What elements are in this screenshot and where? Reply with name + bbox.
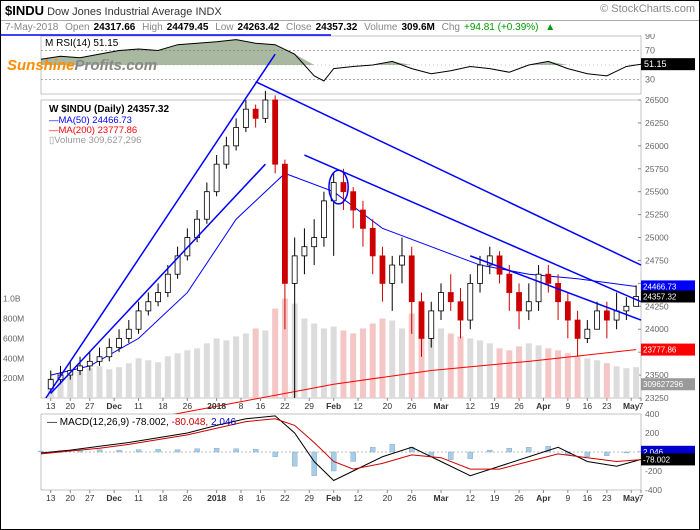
header-row1: $INDU Dow Jones Industrial Average INDX … bbox=[1, 1, 699, 21]
svg-text:Mar: Mar bbox=[433, 401, 449, 411]
ticker-name: Dow Jones Industrial Average bbox=[47, 6, 192, 18]
svg-text:9: 9 bbox=[565, 401, 570, 411]
svg-text:25750: 25750 bbox=[645, 164, 669, 174]
svg-text:400: 400 bbox=[645, 409, 659, 419]
svg-text:7: 7 bbox=[639, 493, 644, 503]
svg-text:12: 12 bbox=[353, 493, 363, 503]
svg-text:26: 26 bbox=[407, 493, 417, 503]
svg-text:16: 16 bbox=[583, 493, 593, 503]
svg-text:Dec: Dec bbox=[106, 401, 122, 411]
credit-text: © StockCharts.com bbox=[600, 3, 695, 15]
svg-text:Apr: Apr bbox=[536, 401, 551, 411]
svg-text:16: 16 bbox=[256, 493, 266, 503]
svg-text:24750: 24750 bbox=[645, 255, 669, 265]
svg-text:Apr: Apr bbox=[536, 493, 551, 503]
svg-text:600M: 600M bbox=[3, 333, 24, 343]
svg-text:13: 13 bbox=[46, 401, 56, 411]
chart-svg: 3050709051.15M RSI(14) 51.15232502350023… bbox=[1, 34, 699, 528]
svg-text:20: 20 bbox=[66, 401, 76, 411]
svg-text:25250: 25250 bbox=[645, 210, 669, 220]
ticker-symbol: $INDU bbox=[5, 3, 44, 18]
svg-text:W $INDU (Daily) 24357.32: W $INDU (Daily) 24357.32 bbox=[49, 104, 169, 115]
svg-text:800M: 800M bbox=[3, 314, 24, 324]
svg-text:200M: 200M bbox=[3, 373, 24, 383]
svg-text:51.15: 51.15 bbox=[644, 59, 667, 69]
svg-text:7: 7 bbox=[639, 401, 644, 411]
svg-text:25000: 25000 bbox=[645, 233, 669, 243]
svg-text:▯Volume 309,627,296: ▯Volume 309,627,296 bbox=[49, 135, 141, 146]
svg-text:18: 18 bbox=[158, 493, 168, 503]
svg-text:M RSI(14) 51.15: M RSI(14) 51.15 bbox=[45, 38, 119, 49]
svg-text:23250: 23250 bbox=[645, 393, 669, 403]
svg-text:20: 20 bbox=[383, 493, 393, 503]
svg-text:29: 29 bbox=[305, 493, 315, 503]
chart-container: $INDU Dow Jones Industrial Average INDX … bbox=[0, 0, 700, 530]
date-text: 7-May-2018 bbox=[5, 22, 58, 33]
svg-text:27: 27 bbox=[85, 493, 95, 503]
svg-text:Dec: Dec bbox=[106, 493, 122, 503]
svg-text:Feb: Feb bbox=[326, 401, 341, 411]
svg-text:70: 70 bbox=[645, 46, 655, 56]
svg-text:-400: -400 bbox=[645, 485, 662, 495]
svg-text:26: 26 bbox=[183, 401, 193, 411]
svg-text:1.0B: 1.0B bbox=[3, 294, 21, 304]
svg-text:26000: 26000 bbox=[645, 141, 669, 151]
svg-text:11: 11 bbox=[134, 401, 143, 411]
svg-text:May: May bbox=[623, 401, 640, 411]
svg-text:8: 8 bbox=[239, 401, 244, 411]
svg-text:26500: 26500 bbox=[645, 95, 669, 105]
svg-text:19: 19 bbox=[490, 493, 500, 503]
svg-text:26: 26 bbox=[407, 401, 417, 411]
svg-text:2018: 2018 bbox=[207, 401, 226, 411]
svg-text:27: 27 bbox=[85, 401, 95, 411]
svg-text:12: 12 bbox=[466, 493, 476, 503]
svg-text:22: 22 bbox=[280, 401, 290, 411]
svg-text:25500: 25500 bbox=[645, 187, 669, 197]
svg-text:2018: 2018 bbox=[207, 493, 226, 503]
svg-text:20: 20 bbox=[383, 401, 393, 411]
svg-text:23777.86: 23777.86 bbox=[643, 346, 677, 355]
svg-text:Feb: Feb bbox=[326, 493, 341, 503]
svg-text:26: 26 bbox=[514, 493, 524, 503]
svg-text:29: 29 bbox=[305, 401, 315, 411]
svg-text:11: 11 bbox=[134, 493, 143, 503]
svg-text:400M: 400M bbox=[3, 353, 24, 363]
svg-text:26250: 26250 bbox=[645, 118, 669, 128]
svg-text:-78.002: -78.002 bbox=[643, 455, 671, 464]
svg-text:24466.73: 24466.73 bbox=[643, 282, 677, 291]
svg-text:16: 16 bbox=[583, 401, 593, 411]
svg-text:22: 22 bbox=[280, 493, 290, 503]
svg-text:24250: 24250 bbox=[645, 301, 669, 311]
svg-text:90: 90 bbox=[645, 34, 655, 41]
svg-text:23: 23 bbox=[602, 493, 612, 503]
svg-text:19: 19 bbox=[490, 401, 500, 411]
svg-text:13: 13 bbox=[46, 493, 56, 503]
ticker-type: INDX bbox=[195, 6, 221, 18]
svg-text:26: 26 bbox=[183, 493, 193, 503]
svg-text:— MACD(12,26,9) -78.002, -80.0: — MACD(12,26,9) -78.002, -80.048, 2.046 bbox=[47, 417, 236, 428]
svg-text:12: 12 bbox=[466, 401, 476, 411]
svg-text:May: May bbox=[623, 493, 640, 503]
svg-text:9: 9 bbox=[565, 493, 570, 503]
svg-text:309627296: 309627296 bbox=[643, 380, 684, 389]
svg-text:12: 12 bbox=[353, 401, 363, 411]
header-row2: 7-May-2018 Open24317.66 High24479.45 Low… bbox=[1, 21, 699, 34]
svg-text:Mar: Mar bbox=[433, 493, 449, 503]
svg-text:-200: -200 bbox=[645, 466, 662, 476]
svg-text:8: 8 bbox=[239, 493, 244, 503]
svg-text:23: 23 bbox=[602, 401, 612, 411]
svg-text:30: 30 bbox=[645, 75, 655, 85]
svg-text:200: 200 bbox=[645, 428, 659, 438]
svg-text:18: 18 bbox=[158, 401, 168, 411]
svg-text:24357.32: 24357.32 bbox=[643, 292, 677, 301]
svg-text:24000: 24000 bbox=[645, 324, 669, 334]
svg-text:20: 20 bbox=[66, 493, 76, 503]
svg-text:16: 16 bbox=[256, 401, 266, 411]
svg-text:26: 26 bbox=[514, 401, 524, 411]
